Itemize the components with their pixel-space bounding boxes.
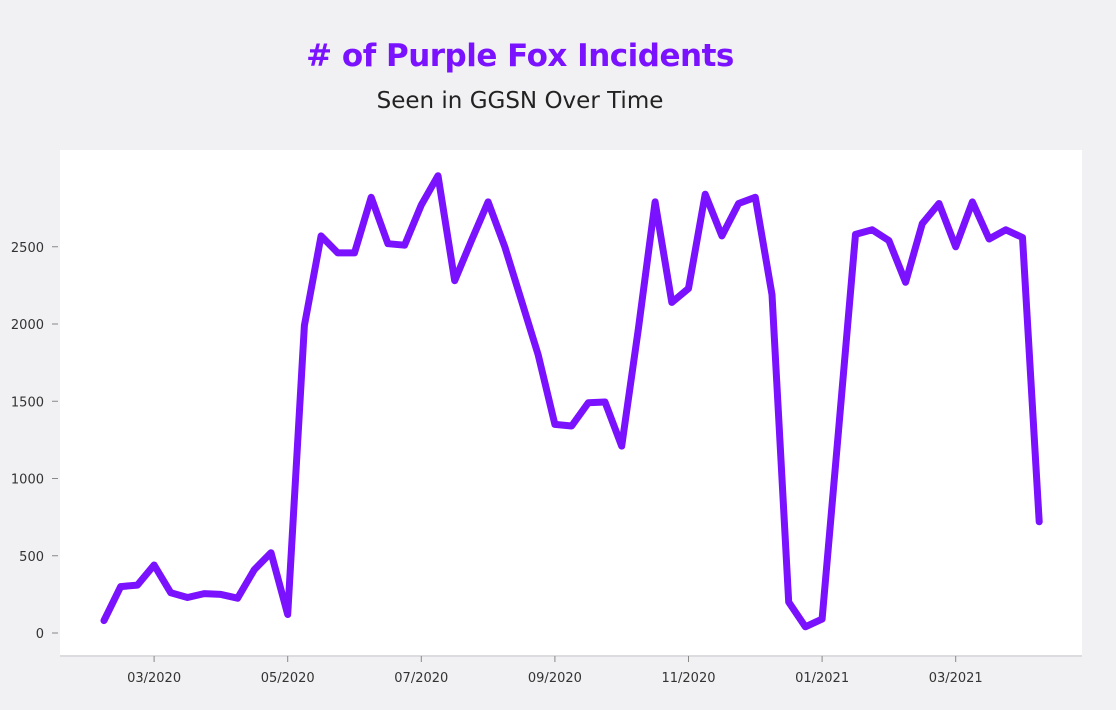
x-tick-label: 03/2021 [929, 671, 983, 686]
x-tick-label: 01/2021 [795, 671, 849, 686]
chart-subtitle: Seen in GGSN Over Time [376, 88, 664, 114]
x-tick-label: 07/2020 [394, 671, 448, 686]
plot-panel [60, 150, 1082, 655]
y-tick-label: 0 [36, 627, 44, 642]
y-tick-label: 500 [19, 550, 44, 565]
series-line-purple-fox-incidents [100, 172, 1043, 631]
x-tick-label: 03/2020 [127, 671, 181, 686]
x-tick-label: 09/2020 [528, 671, 582, 686]
x-tick-label: 11/2020 [661, 671, 715, 686]
y-tick-label: 2500 [11, 241, 44, 256]
y-tick-label: 1000 [11, 473, 44, 488]
x-tick-label: 05/2020 [261, 671, 315, 686]
chart-title: # of Purple Fox Incidents [306, 38, 734, 74]
y-tick-label: 2000 [11, 318, 44, 333]
y-tick-label: 1500 [11, 395, 44, 410]
